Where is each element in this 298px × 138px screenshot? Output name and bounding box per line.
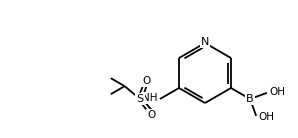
Text: N: N [201,37,209,47]
Text: B: B [246,94,254,104]
Text: OH: OH [258,112,274,122]
Text: O: O [147,110,155,120]
Text: OH: OH [269,87,285,97]
Text: NH: NH [142,93,158,103]
Text: O: O [142,76,150,86]
Text: S: S [136,94,144,104]
